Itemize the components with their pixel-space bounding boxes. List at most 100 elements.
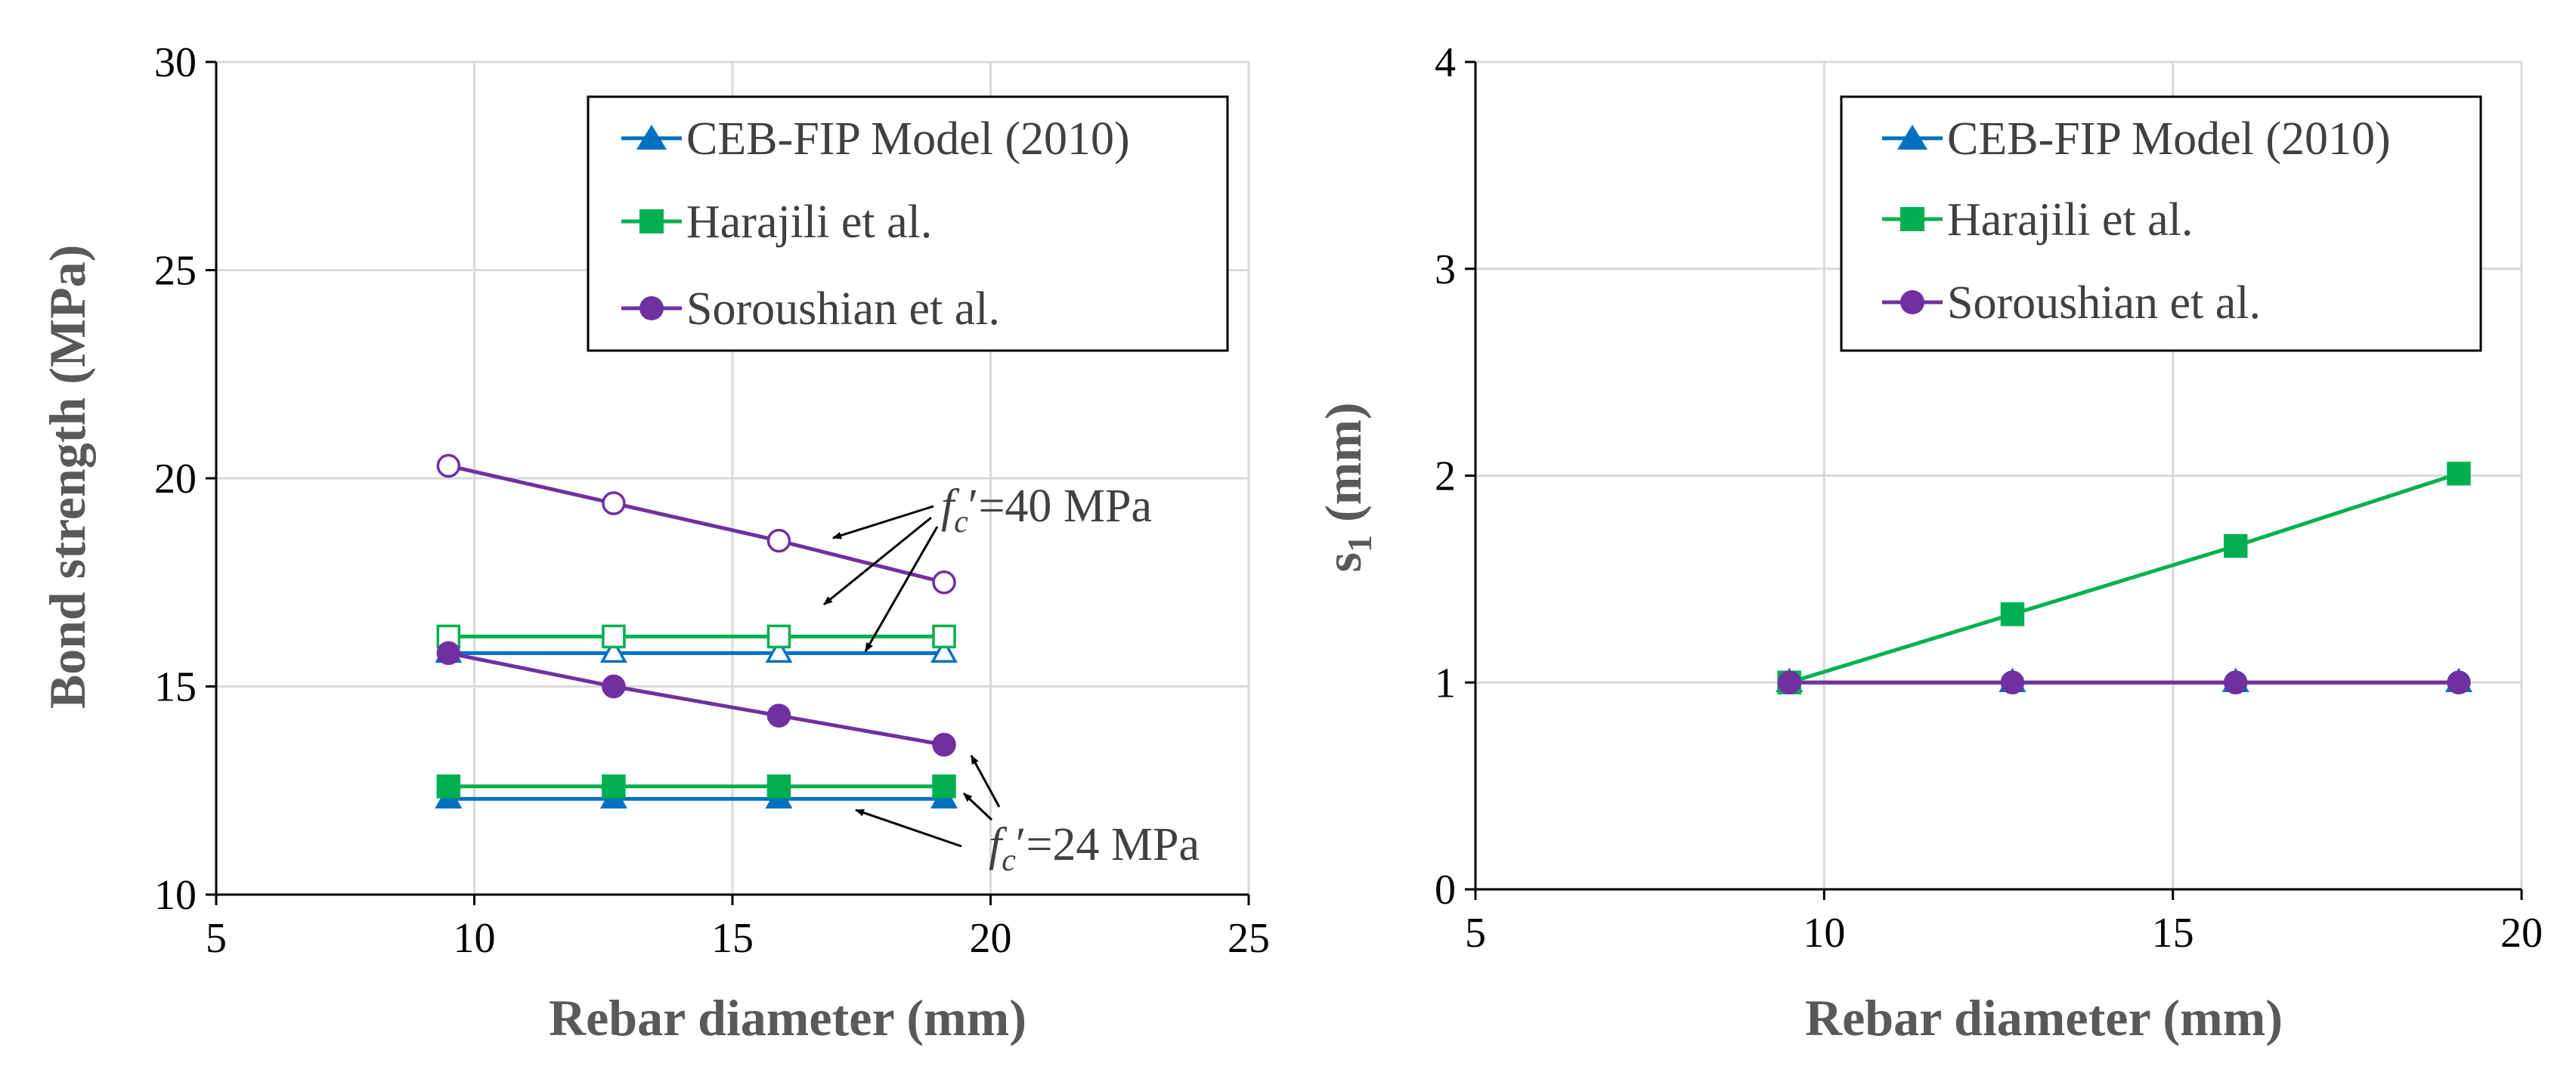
legend-item-ceb: CEB-FIP Model (2010) <box>621 113 1130 165</box>
data-point-square <box>932 624 956 649</box>
legend-label-harajili: Harajili et al. <box>686 196 932 248</box>
legend-square-marker <box>639 209 664 233</box>
legend-item-harajili: Harajili et al. <box>1882 194 2193 246</box>
axes <box>206 60 1250 905</box>
legend-box <box>587 95 1229 352</box>
series-group <box>435 453 958 809</box>
data-point-circle <box>932 732 956 757</box>
y-tick-label: 20 <box>154 456 197 502</box>
series-line <box>447 651 945 747</box>
series-group <box>1776 462 2472 694</box>
annotation-fc24: fc′=24 MPa <box>855 755 1200 878</box>
annotation-arrow <box>864 526 939 652</box>
annotation-fc40-rest: ′=40 MPa <box>968 481 1152 532</box>
data-point-circle <box>2000 670 2025 694</box>
data-point-square <box>766 624 791 649</box>
series-line <box>447 464 945 585</box>
data-point-circle <box>2223 670 2248 694</box>
y-tick-label: 2 <box>1435 453 1456 500</box>
x-tick-label: 5 <box>1465 910 1486 957</box>
y-axis-title-main: s <box>1314 552 1372 572</box>
y-tick-label: 0 <box>1435 867 1456 914</box>
annotation-arrow <box>855 808 962 848</box>
legend-label-soroushian: Soroushian et al. <box>686 283 1000 335</box>
s1-chart: 5 10 15 20 0 1 2 3 4 CEB-FIP Model (2010) Haraj… <box>1314 39 2543 1046</box>
data-point-square <box>2223 533 2248 558</box>
y-tick-label: 30 <box>154 39 197 86</box>
series-harajili-et-al--open <box>436 624 956 649</box>
data-point-circle <box>766 703 791 728</box>
y-tick-label: 4 <box>1435 39 1456 86</box>
x-tick-label: 20 <box>970 915 1012 962</box>
data-point-square <box>766 774 791 799</box>
y-tick-label: 10 <box>154 872 197 919</box>
series-ceb-fip-model-2010--open <box>435 638 958 663</box>
annotation-fc40: fc′=40 MPa <box>823 481 1152 652</box>
series-line <box>1788 471 2460 685</box>
annotation-fc24-sub: c <box>1002 843 1016 878</box>
legend-item-soroushian: Soroushian et al. <box>1882 277 2261 329</box>
annotation-fc24-rest: ′=24 MPa <box>1016 819 1200 870</box>
x-tick-label: 20 <box>2500 910 2543 957</box>
legend: CEB-FIP Model (2010) Harajili et al. Sor… <box>587 95 1229 352</box>
svg-text:fc′=40 MPa: fc′=40 MPa <box>941 481 1152 539</box>
data-point-square <box>436 624 461 649</box>
svg-text:fc′=24 MPa: fc′=24 MPa <box>989 819 1200 878</box>
bond-strength-chart: 5 10 15 20 25 10 15 20 25 30 fc′=40 MPa fc′=24 M… <box>39 39 1270 1046</box>
annotation-fc40-sub: c <box>954 505 968 539</box>
x-tick-label: 5 <box>206 915 227 962</box>
data-point-circle <box>602 491 626 515</box>
x-axis-title: Rebar diameter (mm) <box>549 989 1026 1046</box>
legend-triangle-marker <box>636 125 667 150</box>
x-tick-label: 15 <box>2152 910 2194 957</box>
series-harajili-et-al--filled <box>1777 462 2471 694</box>
x-axis-title: Rebar diameter (mm) <box>1805 989 2283 1046</box>
annotation-arrow <box>962 792 993 821</box>
data-point-triangle <box>599 638 627 663</box>
data-point-circle <box>602 674 626 699</box>
x-tick-label: 10 <box>454 915 496 962</box>
legend-label-harajili: Harajili et al. <box>1947 194 2193 246</box>
data-point-circle <box>436 641 461 666</box>
y-tick-label: 1 <box>1435 660 1456 706</box>
data-point-square <box>2447 462 2471 486</box>
annotation-arrow <box>970 755 1001 808</box>
legend-label-ceb: CEB-FIP Model (2010) <box>686 113 1130 165</box>
legend-box <box>1840 95 2482 352</box>
y-tick-label: 3 <box>1435 246 1456 293</box>
data-point-circle <box>2447 670 2471 694</box>
legend: CEB-FIP Model (2010) Harajili et al. Sor… <box>1840 95 2482 352</box>
legend-label-soroushian: Soroushian et al. <box>1947 277 2261 329</box>
data-point-square <box>932 774 956 799</box>
y-axis-title: s1 (mm) <box>1314 402 1379 572</box>
x-tick-label: 25 <box>1228 915 1270 962</box>
series-harajili-et-al--filled <box>436 774 956 799</box>
x-tick-label: 15 <box>711 915 754 962</box>
legend-label-ceb: CEB-FIP Model (2010) <box>1947 113 2391 165</box>
legend-circle-marker <box>1900 290 1924 314</box>
data-point-square <box>436 774 461 799</box>
y-tick-label: 15 <box>154 664 197 711</box>
y-axis-title: Bond strength (MPa) <box>39 245 96 709</box>
legend-square-marker <box>1900 207 1924 231</box>
annotation-arrow <box>832 505 934 539</box>
data-point-circle <box>766 528 791 553</box>
data-point-square <box>2000 602 2025 626</box>
series-soroushian-et-al--filled <box>1777 670 2471 694</box>
legend-item-soroushian: Soroushian et al. <box>621 283 1000 335</box>
series-soroushian-et-al--open <box>436 453 956 595</box>
x-tick-labels: 5 10 15 20 25 <box>206 915 1270 962</box>
data-point-circle <box>436 453 461 478</box>
data-point-square <box>602 624 626 649</box>
annotation-arrow <box>823 516 932 606</box>
data-point-square <box>602 774 626 799</box>
y-tick-labels: 10 15 20 25 30 <box>154 39 197 919</box>
x-tick-label: 10 <box>1803 910 1845 957</box>
data-point-circle <box>1777 670 1801 694</box>
x-tick-labels: 5 10 15 20 <box>1465 910 2543 957</box>
data-point-triangle <box>930 638 958 663</box>
legend-item-harajili: Harajili et al. <box>621 196 932 248</box>
series-ceb-fip-model-2010--filled <box>435 784 958 809</box>
data-point-triangle <box>765 638 793 663</box>
y-tick-labels: 0 1 2 3 4 <box>1435 39 1456 914</box>
